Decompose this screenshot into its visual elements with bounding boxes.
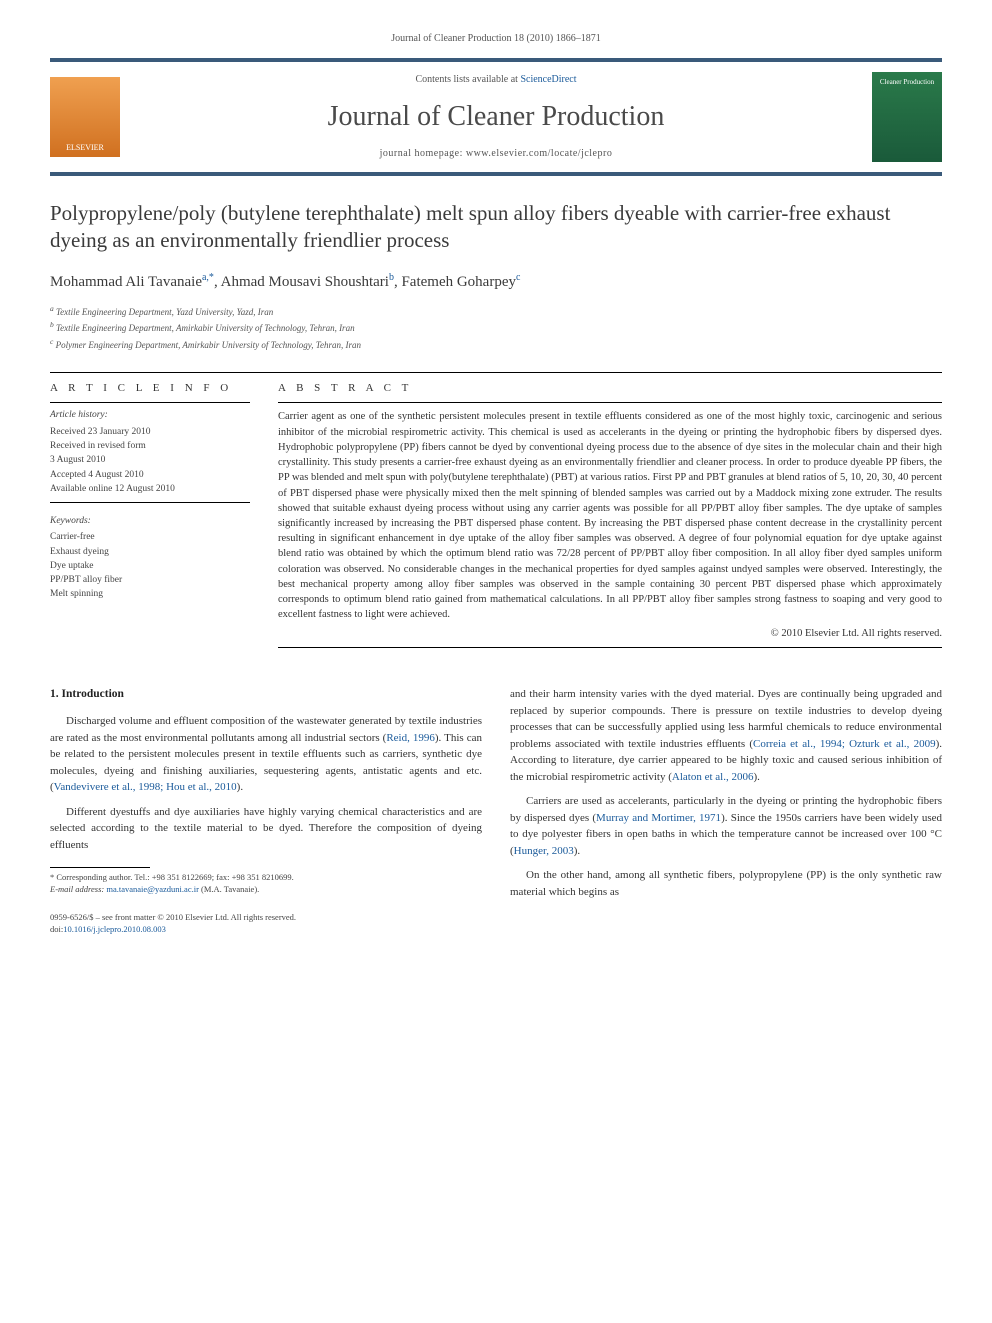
author-3: Fatemeh Goharpey (401, 274, 516, 290)
p3-text-c: ). (753, 771, 759, 783)
header-citation: Journal of Cleaner Production 18 (2010) … (50, 32, 942, 46)
info-divider (50, 402, 250, 403)
keyword-1: Carrier-free (50, 530, 250, 544)
keyword-5: Melt spinning (50, 587, 250, 601)
elsevier-logo: ELSEVIER (50, 77, 120, 157)
keywords-label: Keywords: (50, 515, 250, 528)
affiliations: a Textile Engineering Department, Yazd U… (50, 303, 942, 353)
doi-line: doi:10.1016/j.jclepro.2010.08.003 (50, 924, 482, 936)
citation-murray-mortimer[interactable]: Murray and Mortimer, 1971 (596, 812, 721, 824)
doi-link[interactable]: 10.1016/j.jclepro.2010.08.003 (63, 924, 166, 934)
affiliation-b-text: Textile Engineering Department, Amirkabi… (56, 323, 355, 333)
contents-prefix: Contents lists available at (415, 74, 520, 85)
corr-author-line: * Corresponding author. Tel.: +98 351 81… (50, 872, 482, 884)
author-list: Mohammad Ali Tavanaiea,*, Ahmad Mousavi … (50, 271, 942, 293)
journal-cover-thumbnail: Cleaner Production (872, 72, 942, 162)
affiliation-c: c Polymer Engineering Department, Amirka… (50, 336, 942, 353)
abstract-divider-bottom (278, 647, 942, 648)
online-date: Available online 12 August 2010 (50, 482, 250, 496)
revised-label: Received in revised form (50, 439, 250, 453)
author-2-affil: b (389, 272, 394, 283)
accepted-date: Accepted 4 August 2010 (50, 468, 250, 482)
affiliation-b: b Textile Engineering Department, Amirka… (50, 319, 942, 336)
paragraph-2: Different dyestuffs and dye auxiliaries … (50, 804, 482, 854)
article-title: Polypropylene/poly (butylene terephthala… (50, 200, 942, 255)
abstract-column: A B S T R A C T Carrier agent as one of … (278, 381, 942, 654)
received-date: Received 23 January 2010 (50, 425, 250, 439)
body-column-right: and their harm intensity varies with the… (510, 686, 942, 936)
body-text: 1. Introduction Discharged volume and ef… (50, 686, 942, 936)
header-center: Contents lists available at ScienceDirec… (136, 73, 856, 160)
author-2: Ahmad Mousavi Shoushtari (221, 274, 389, 290)
article-info-sidebar: A R T I C L E I N F O Article history: R… (50, 381, 250, 654)
paragraph-3: and their harm intensity varies with the… (510, 686, 942, 785)
paragraph-5: On the other hand, among all synthetic f… (510, 867, 942, 900)
abstract-divider (278, 402, 942, 403)
cover-label: Cleaner Production (880, 78, 934, 88)
body-column-left: 1. Introduction Discharged volume and ef… (50, 686, 482, 936)
journal-header: ELSEVIER Contents lists available at Sci… (50, 58, 942, 176)
doi-prefix: doi: (50, 924, 63, 934)
citation-hunger-2003[interactable]: Hunger, 2003 (514, 845, 574, 857)
history-label: Article history: (50, 409, 250, 422)
article-info-heading: A R T I C L E I N F O (50, 381, 250, 396)
homepage-url: www.elsevier.com/locate/jclepro (466, 148, 612, 159)
paragraph-1: Discharged volume and effluent compositi… (50, 713, 482, 796)
section-1-heading: 1. Introduction (50, 686, 482, 703)
keyword-3: Dye uptake (50, 559, 250, 573)
paragraph-4: Carriers are used as accelerants, partic… (510, 793, 942, 859)
revised-date: 3 August 2010 (50, 453, 250, 467)
elsevier-label: ELSEVIER (66, 142, 104, 153)
affiliation-a: a Textile Engineering Department, Yazd U… (50, 303, 942, 320)
affiliation-a-text: Textile Engineering Department, Yazd Uni… (56, 307, 273, 317)
email-link[interactable]: ma.tavanaie@yazduni.ac.ir (106, 884, 199, 894)
author-3-affil: c (516, 272, 520, 283)
author-1: Mohammad Ali Tavanaie (50, 274, 202, 290)
email-suffix: (M.A. Tavanaie). (199, 884, 259, 894)
keyword-4: PP/PBT alloy fiber (50, 573, 250, 587)
email-label: E-mail address: (50, 884, 106, 894)
abstract-text: Carrier agent as one of the synthetic pe… (278, 409, 942, 622)
homepage-prefix: journal homepage: (380, 148, 466, 159)
footer-copyright: 0959-6526/$ – see front matter © 2010 El… (50, 912, 482, 936)
front-matter-line: 0959-6526/$ – see front matter © 2010 El… (50, 912, 482, 924)
citation-reid-1996[interactable]: Reid, 1996 (386, 732, 435, 744)
abstract-heading: A B S T R A C T (278, 381, 942, 396)
author-1-affil: a,* (202, 272, 214, 283)
copyright-line: © 2010 Elsevier Ltd. All rights reserved… (278, 627, 942, 642)
p4-text-c: ). (574, 845, 580, 857)
email-line: E-mail address: ma.tavanaie@yazduni.ac.i… (50, 884, 482, 896)
affiliation-c-text: Polymer Engineering Department, Amirkabi… (56, 340, 361, 350)
citation-alaton-2006[interactable]: Alaton et al., 2006 (672, 771, 754, 783)
info-divider-2 (50, 502, 250, 503)
sciencedirect-link[interactable]: ScienceDirect (520, 74, 576, 85)
divider (50, 372, 942, 373)
contents-available: Contents lists available at ScienceDirec… (136, 73, 856, 87)
corresponding-author-footnote: * Corresponding author. Tel.: +98 351 81… (50, 872, 482, 896)
footnote-divider (50, 867, 150, 868)
p1-text-c: ). (237, 781, 243, 793)
journal-name: Journal of Cleaner Production (136, 97, 856, 136)
keyword-2: Exhaust dyeing (50, 545, 250, 559)
journal-homepage: journal homepage: www.elsevier.com/locat… (136, 147, 856, 161)
citation-vandevivere-hou[interactable]: Vandevivere et al., 1998; Hou et al., 20… (54, 781, 237, 793)
citation-correia-ozturk[interactable]: Correia et al., 1994; Ozturk et al., 200… (753, 738, 936, 750)
